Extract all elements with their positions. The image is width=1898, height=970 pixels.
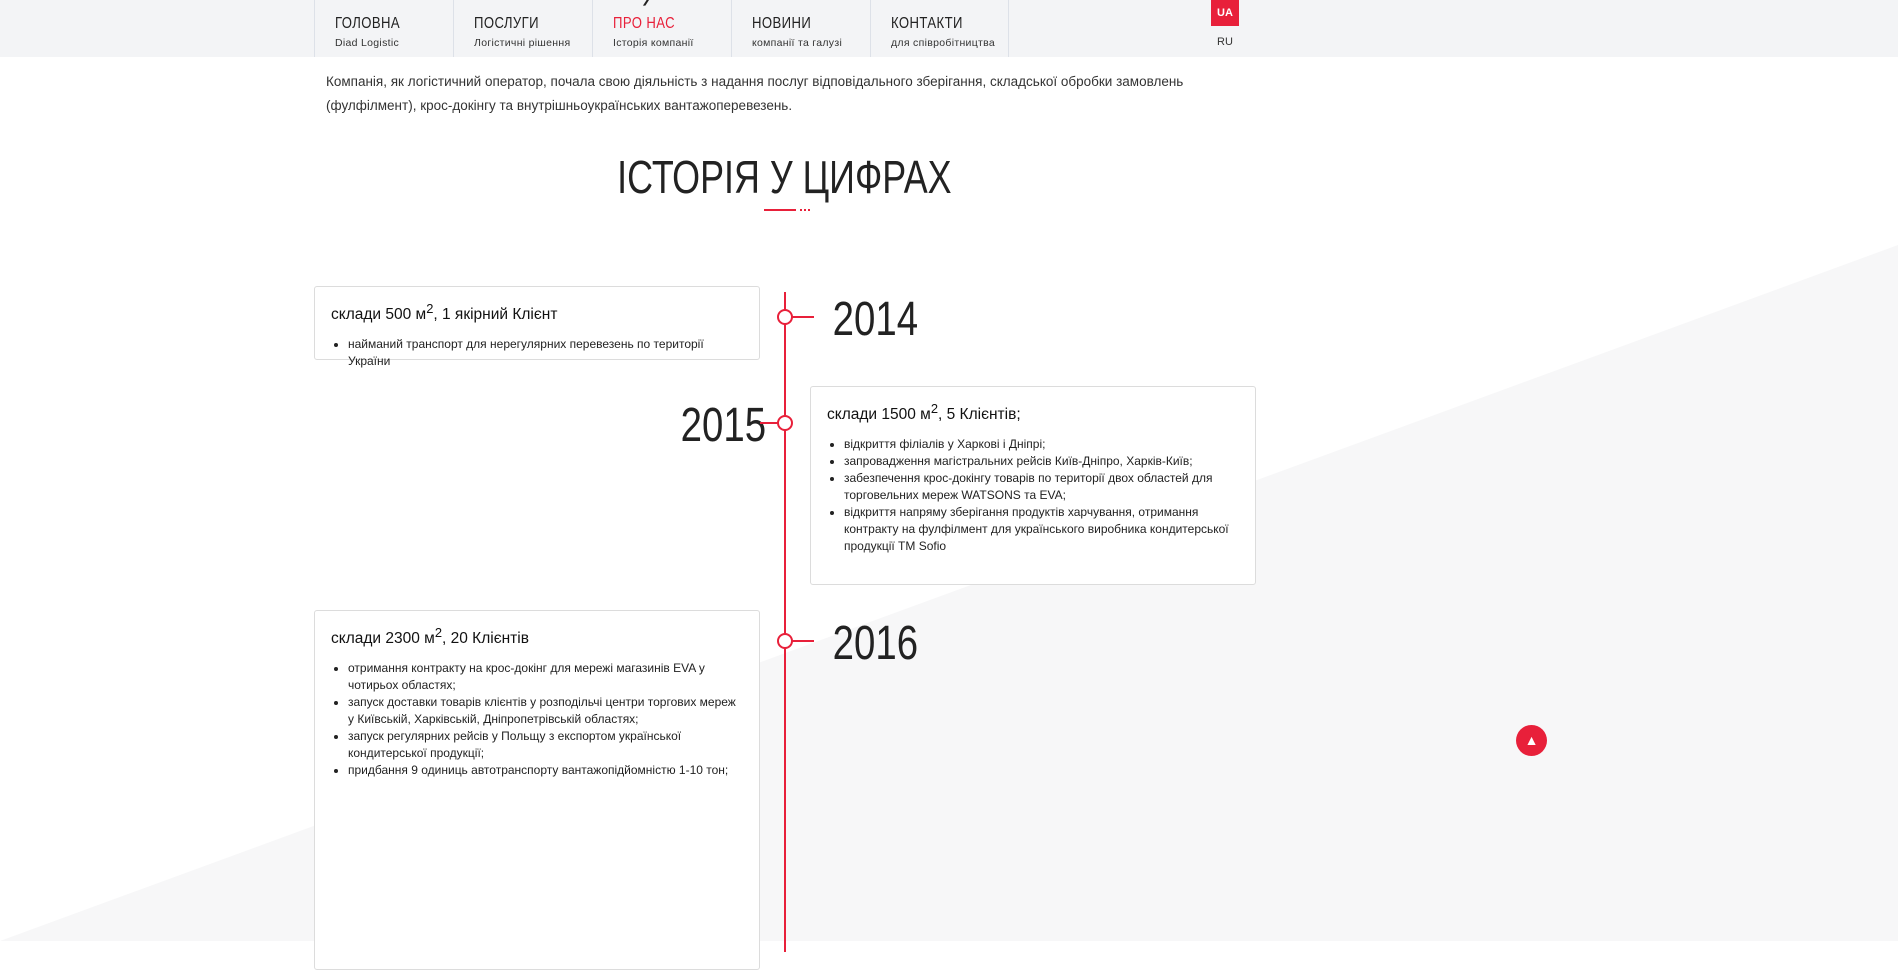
nav-title: ПОСЛУГИ	[474, 15, 540, 32]
list-item: найманий транспорт для нерегулярних пере…	[348, 336, 743, 370]
top-nav: ГОЛОВНА Diad Logistic ПОСЛУГИ ❯ Логістичні …	[0, 0, 1898, 57]
language-switcher: UA RU	[1211, 0, 1239, 48]
timeline-tick	[792, 316, 814, 318]
nav-contacts[interactable]: КОНТАКТИ для співробітництва	[870, 0, 1009, 57]
chevron-up-icon: ▲	[1524, 732, 1539, 748]
lang-ua[interactable]: UA	[1211, 0, 1239, 26]
nav-title: КОНТАКТИ	[891, 15, 963, 32]
timeline-card-2016: склади 2300 м2, 20 Клієнтів отримання ко…	[314, 610, 760, 970]
nav-home[interactable]: ГОЛОВНА Diad Logistic	[314, 0, 453, 57]
nav-services[interactable]: ПОСЛУГИ ❯ Логістичні рішення	[453, 0, 651, 57]
nav-about[interactable]: ПРО НАС Історія компанії	[592, 0, 731, 57]
chevron-down-icon: ❯	[641, 0, 651, 6]
nav-news[interactable]: НОВИНИ компанії та галузі	[731, 0, 870, 57]
nav-sub: Історія компанії	[613, 37, 694, 49]
title-underline	[764, 209, 796, 211]
timeline-line	[784, 292, 786, 952]
year-2016: 2016	[832, 617, 919, 670]
timeline-dot	[777, 633, 793, 649]
list-item: запуск доставки товарів клієнтів у розпо…	[348, 694, 743, 728]
list-item: запровадження магістральних рейсів Київ-…	[844, 453, 1239, 470]
list-item: отримання контракту на крос-докінг для м…	[348, 660, 743, 694]
card-title: склади 500 м2, 1 якірний Клієнт	[331, 301, 558, 324]
timeline-dot	[777, 309, 793, 325]
list-item: відкриття напряму зберігання продуктів х…	[844, 504, 1239, 555]
nav-sub: для співробітництва	[891, 37, 996, 49]
section-title-text: ІСТОРІЯ У ЦИФРАХ	[616, 151, 952, 203]
timeline-dot	[777, 415, 793, 431]
card-title: склади 2300 м2, 20 Клієнтів	[331, 625, 529, 648]
intro-text: Компанія, як логістичний оператор, почал…	[326, 74, 1184, 113]
list-item: відкриття філіалів у Харкові і Дніпрі;	[844, 436, 1239, 453]
year-2015: 2015	[680, 399, 767, 452]
section-title: ІСТОРІЯ У ЦИФРАХ	[0, 150, 1568, 204]
lang-ru[interactable]: RU	[1217, 36, 1233, 48]
title-underline-dots	[800, 209, 812, 211]
scroll-to-top-button[interactable]: ▲	[1516, 725, 1547, 756]
nav-title: ПРО НАС	[613, 15, 676, 32]
nav-title: ГОЛОВНА	[335, 15, 401, 32]
card-title: склади 1500 м2, 5 Клієнтів;	[827, 401, 1021, 424]
nav-sub: Diad Logistic	[335, 37, 400, 49]
nav-title: НОВИНИ	[752, 15, 812, 32]
timeline-tick	[760, 422, 782, 424]
list-item: запуск регулярних рейсів у Польщу з експ…	[348, 728, 743, 762]
nav-sub: Логістичні рішення	[474, 37, 571, 49]
timeline-card-2015: склади 1500 м2, 5 Клієнтів; відкриття фі…	[810, 386, 1256, 585]
year-2014: 2014	[832, 293, 919, 346]
timeline-card-2014: склади 500 м2, 1 якірний Клієнт найманий…	[314, 286, 760, 368]
list-item: придбання 9 одиниць автотранспорту ванта…	[348, 762, 743, 779]
list-item: забезпечення крос-докінгу товарів по тер…	[844, 470, 1239, 504]
timeline-tick	[792, 640, 814, 642]
nav-sub: компанії та галузі	[752, 37, 843, 49]
